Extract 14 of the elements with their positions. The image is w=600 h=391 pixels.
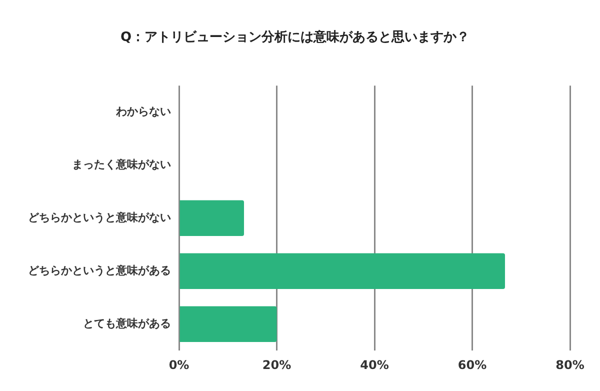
x-tick-label: 20% xyxy=(262,358,292,372)
chart-title: Q：アトリビューション分析には意味があると思いますか？ xyxy=(120,29,470,46)
x-tick-label: 40% xyxy=(360,358,389,372)
x-tick-label: 80% xyxy=(556,358,584,372)
bar xyxy=(180,306,277,342)
x-tick-label: 60% xyxy=(458,358,487,372)
y-tick-label: どちらかというと意味がない xyxy=(28,210,171,224)
y-tick-label: わからない xyxy=(115,104,171,118)
bar xyxy=(180,253,505,289)
bar xyxy=(180,200,244,236)
y-tick-label: まったく意味がない xyxy=(72,158,171,171)
x-tick-label: 0% xyxy=(168,358,190,372)
y-tick-label: どちらかというと意味がある xyxy=(28,264,171,277)
y-tick-label: とても意味がある xyxy=(83,316,171,330)
